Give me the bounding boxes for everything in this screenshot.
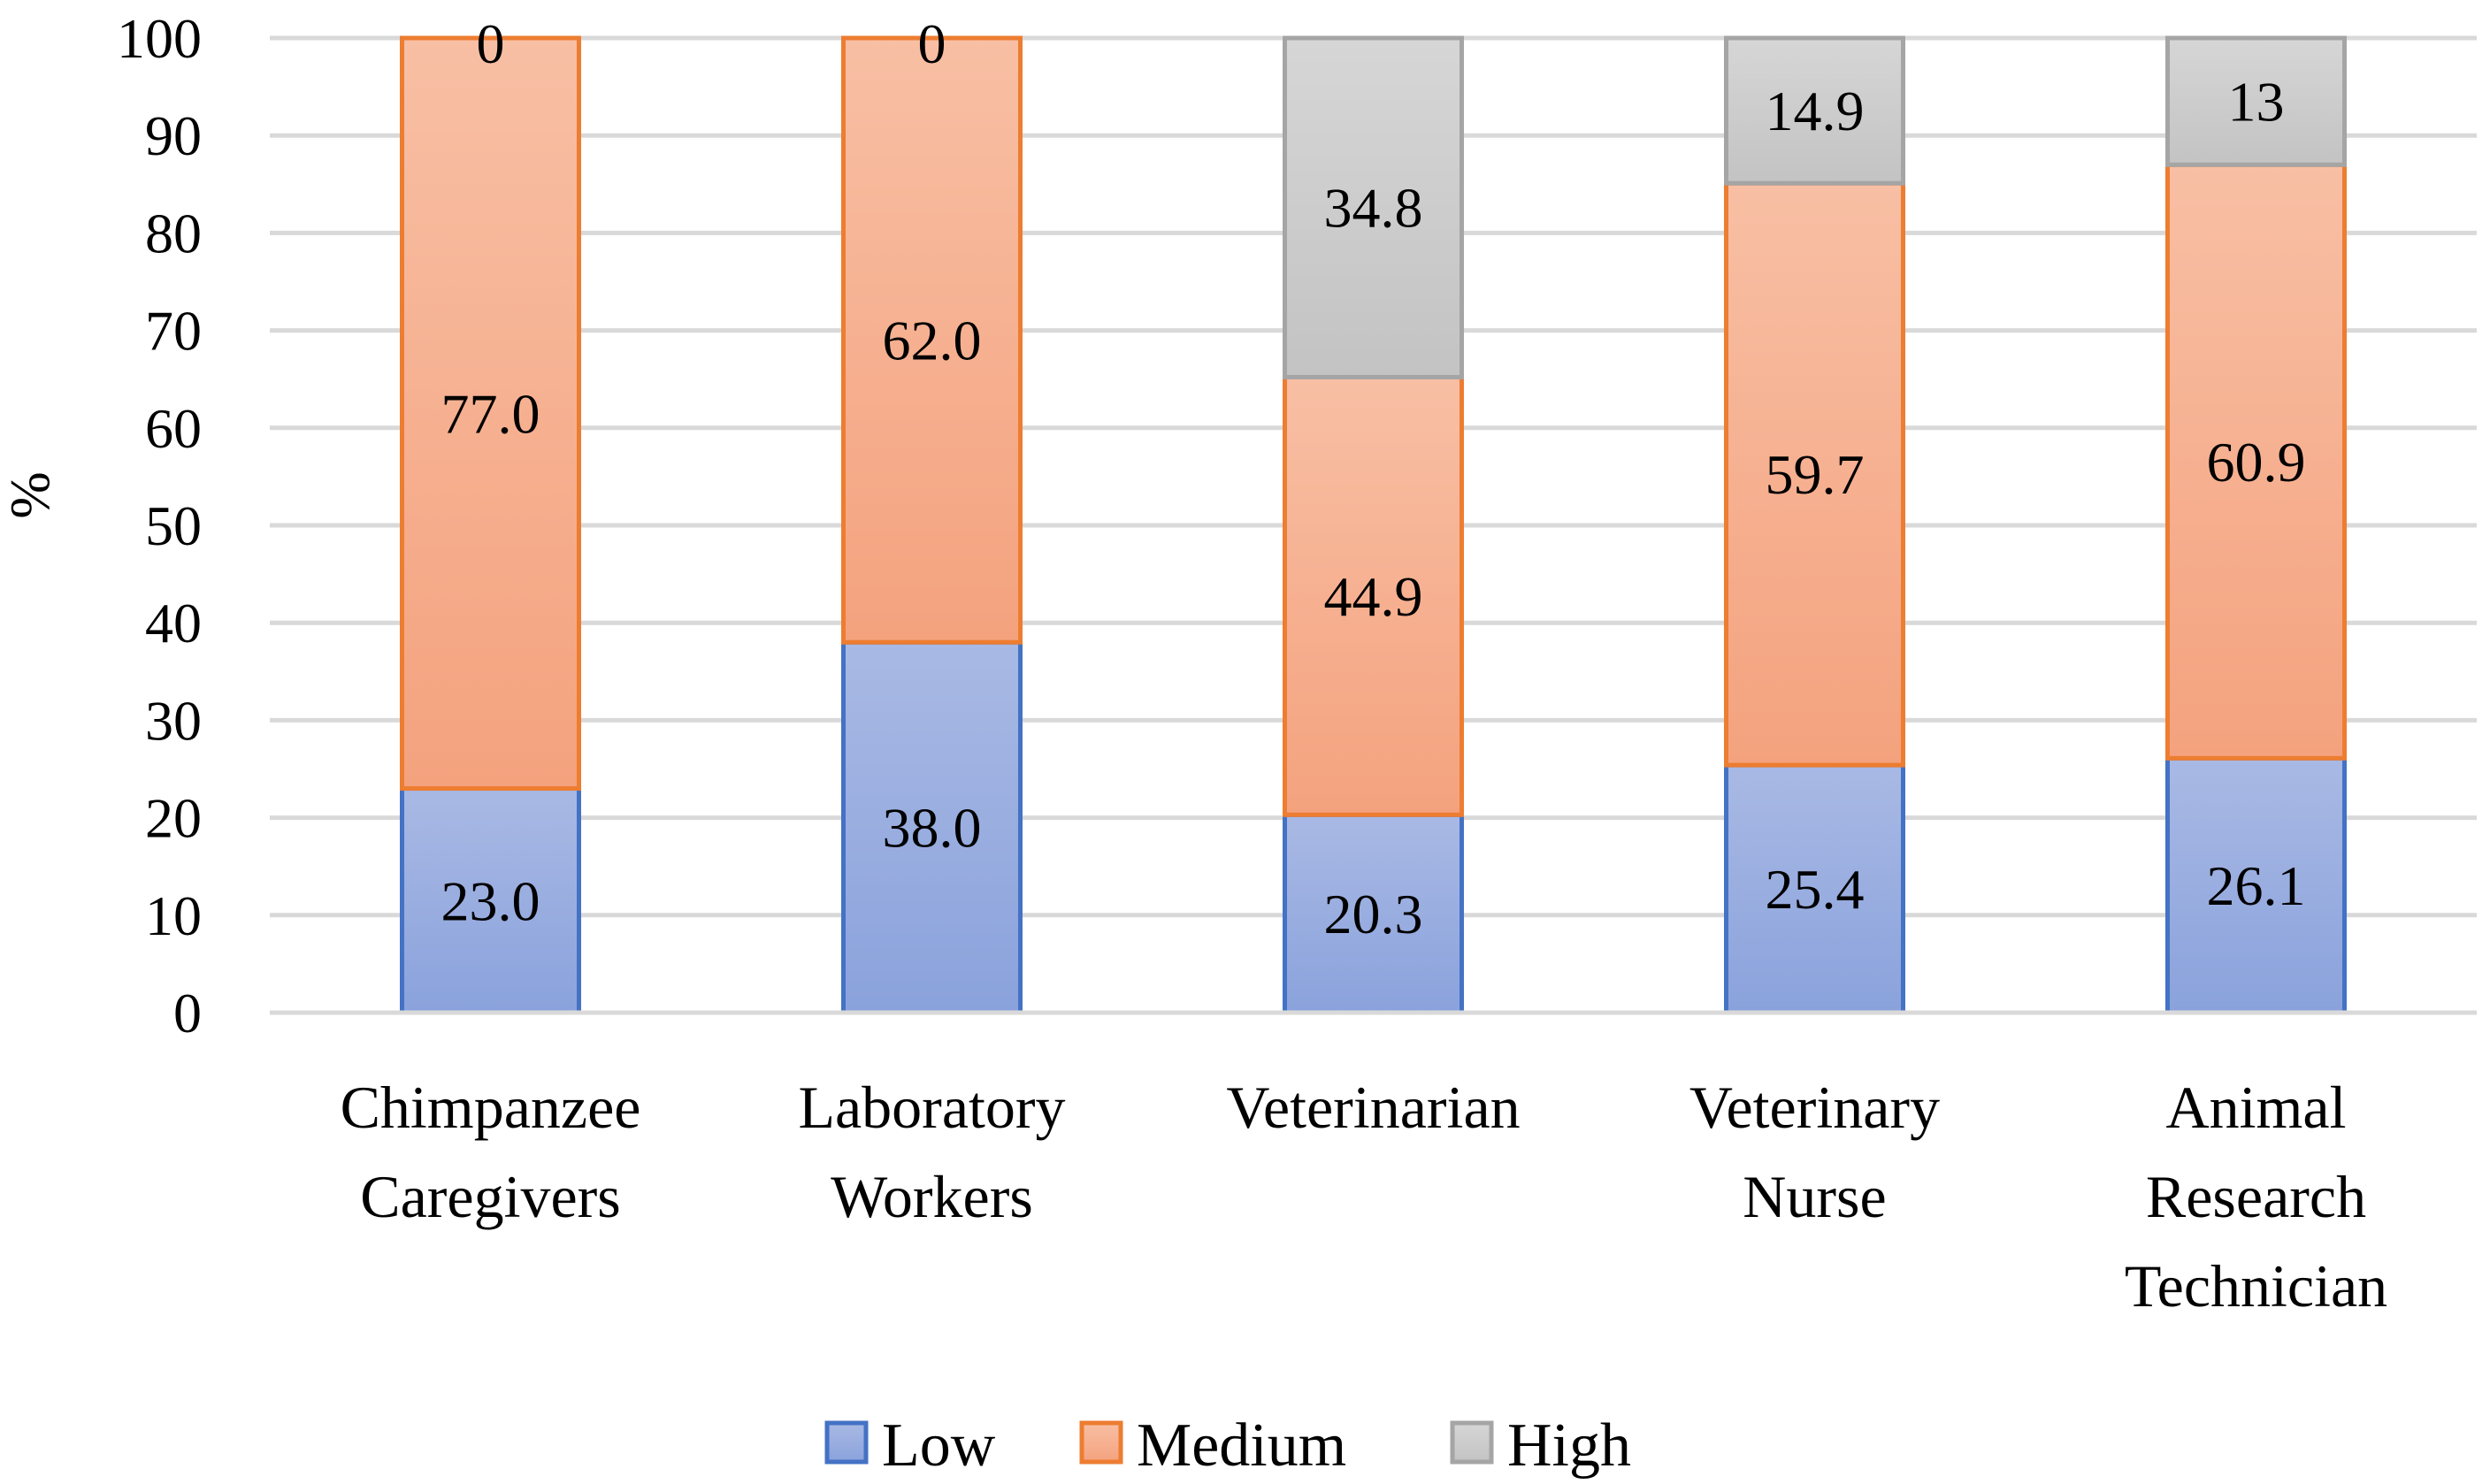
bar-stack-veterinarian: 20.3 44.9 34.8 (1283, 35, 1464, 1015)
data-label-medium-animal-research-technician: 60.9 (2207, 431, 2306, 493)
legend-label-medium: Medium (1137, 1411, 1346, 1480)
bar-medium-veterinary-nurse (1724, 180, 1905, 768)
data-label-medium-chimpanzee-caregivers: 77.0 (441, 382, 540, 445)
bar-stack-chimpanzee-caregivers: 23.0 77.0 0 (400, 12, 581, 1015)
legend: Low Medium High (824, 1411, 1631, 1480)
bar-medium-chimpanzee-caregivers (400, 35, 581, 792)
bar-stack-laboratory-workers: 38.0 62.0 0 (841, 12, 1023, 1015)
y-axis-title: % (0, 471, 61, 518)
legend-item-high: High (1450, 1411, 1631, 1480)
category-label-animal-research-technician-line-2: Research (2146, 1163, 2366, 1230)
y-tick-label-30: 30 (145, 689, 202, 752)
category-labels: Chimpanzee Caregivers Laboratory Workers Vet… (341, 1074, 2388, 1320)
category-label-chimpanzee-caregivers-line-1: Chimpanzee (341, 1074, 641, 1141)
data-label-low-laboratory-workers: 38.0 (883, 797, 982, 860)
y-tick-label-10: 10 (145, 884, 202, 947)
category-label-veterinarian-line-1: Veterinarian (1226, 1074, 1520, 1141)
category-label-veterinary-nurse-line-1: Veterinary (1689, 1074, 1940, 1141)
y-tick-label-90: 90 (145, 104, 202, 167)
bar-high-animal-research-technician (2165, 35, 2347, 167)
y-tick-label-100: 100 (117, 7, 202, 70)
y-tick-label-60: 60 (145, 397, 202, 460)
bar-low-veterinarian (1283, 812, 1464, 1015)
y-tick-label-20: 20 (145, 787, 202, 850)
category-label-chimpanzee-caregivers-line-2: Caregivers (360, 1163, 621, 1230)
legend-swatch-high (1450, 1420, 1494, 1465)
category-label-laboratory-workers-line-2: Workers (831, 1163, 1033, 1230)
y-tick-label-80: 80 (145, 202, 202, 264)
y-tick-label-50: 50 (145, 494, 202, 557)
legend-label-high: High (1507, 1411, 1631, 1480)
category-label-laboratory-workers-line-1: Laboratory (798, 1074, 1065, 1141)
legend-label-low: Low (882, 1411, 996, 1480)
data-label-low-animal-research-technician: 26.1 (2207, 854, 2306, 917)
legend-item-low: Low (824, 1411, 996, 1480)
data-label-medium-veterinarian: 44.9 (1324, 565, 1423, 628)
y-axis-ticks: 0 10 20 30 40 50 60 70 80 90 100 (117, 7, 202, 1044)
y-tick-label-0: 0 (173, 982, 202, 1044)
legend-item-medium: Medium (1079, 1411, 1346, 1480)
bar-stack-veterinary-nurse: 25.4 59.7 14.9 (1724, 35, 1905, 1015)
y-tick-label-70: 70 (145, 300, 202, 363)
data-label-high-animal-research-technician: 13 (2228, 71, 2285, 134)
data-label-high-veterinary-nurse: 14.9 (1766, 80, 1865, 142)
legend-swatch-low (824, 1420, 869, 1465)
bar-high-veterinary-nurse (1724, 35, 1905, 186)
category-label-animal-research-technician-line-1: Animal (2166, 1074, 2347, 1141)
data-label-low-veterinarian: 20.3 (1324, 883, 1423, 945)
bars: 23.0 77.0 0 38.0 62.0 0 20.3 44.9 34.8 25.4 59.7 14… (400, 12, 2347, 1015)
category-label-veterinary-nurse-line-2: Nurse (1743, 1163, 1886, 1230)
bar-medium-veterinarian (1283, 374, 1464, 817)
legend-swatch-medium (1079, 1420, 1123, 1465)
data-label-low-veterinary-nurse: 25.4 (1766, 858, 1865, 921)
data-label-medium-veterinary-nurse: 59.7 (1766, 443, 1865, 506)
data-label-high-veterinarian: 34.8 (1324, 177, 1423, 240)
data-label-high-laboratory-workers: 0 (918, 12, 946, 75)
bar-stack-animal-research-technician: 26.1 60.9 13 (2165, 35, 2347, 1015)
data-label-high-chimpanzee-caregivers: 0 (477, 12, 505, 75)
y-tick-label-40: 40 (145, 592, 202, 654)
bar-medium-laboratory-workers (841, 35, 1023, 645)
bar-high-veterinarian (1283, 35, 1464, 379)
category-label-animal-research-technician-line-3: Technician (2125, 1252, 2387, 1320)
data-label-medium-laboratory-workers: 62.0 (883, 310, 982, 372)
bar-medium-animal-research-technician (2165, 162, 2347, 761)
data-label-low-chimpanzee-caregivers: 23.0 (441, 869, 540, 932)
